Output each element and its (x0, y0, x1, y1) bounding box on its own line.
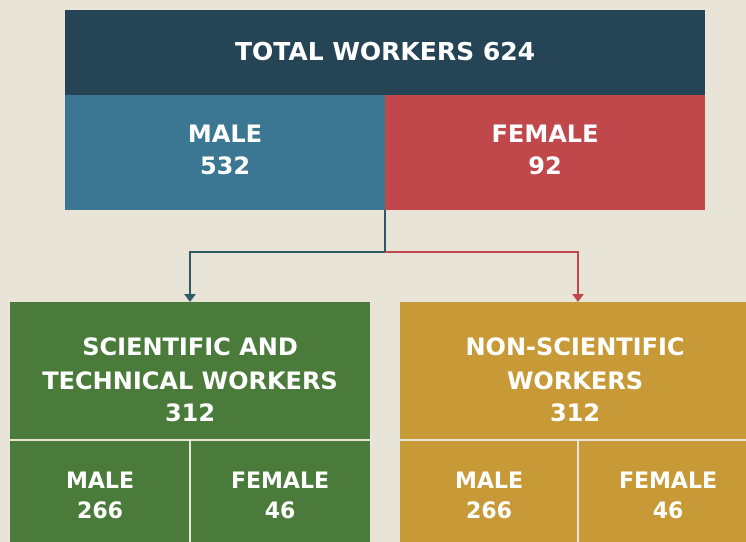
group-title: NON-SCIENTIFIC (465, 333, 684, 361)
connector-left (189, 210, 386, 294)
part-value: 266 (466, 499, 512, 524)
female-value: 92 (528, 152, 561, 180)
part-value: 46 (653, 499, 684, 524)
female-label: FEMALE (492, 120, 599, 148)
arrow-right (572, 294, 584, 302)
non-scientific-box (400, 302, 746, 542)
group-title: SCIENTIFIC AND (82, 333, 297, 361)
part-value: 46 (265, 499, 296, 524)
group-title: WORKERS (507, 367, 643, 395)
part-label: FEMALE (619, 469, 717, 494)
connector-right (385, 251, 579, 294)
part-value: 266 (77, 499, 123, 524)
arrow-left (184, 294, 196, 302)
group-value: 312 (550, 399, 600, 427)
group-value: 312 (165, 399, 215, 427)
part-label: MALE (455, 469, 523, 494)
part-label: FEMALE (231, 469, 329, 494)
total-title: TOTAL WORKERS 624 (235, 37, 535, 66)
total-box (65, 10, 705, 95)
male-label: MALE (188, 120, 262, 148)
male-box (65, 95, 385, 210)
male-value: 532 (200, 152, 250, 180)
group-title: TECHNICAL WORKERS (42, 367, 337, 395)
female-box (385, 95, 705, 210)
part-label: MALE (66, 469, 134, 494)
